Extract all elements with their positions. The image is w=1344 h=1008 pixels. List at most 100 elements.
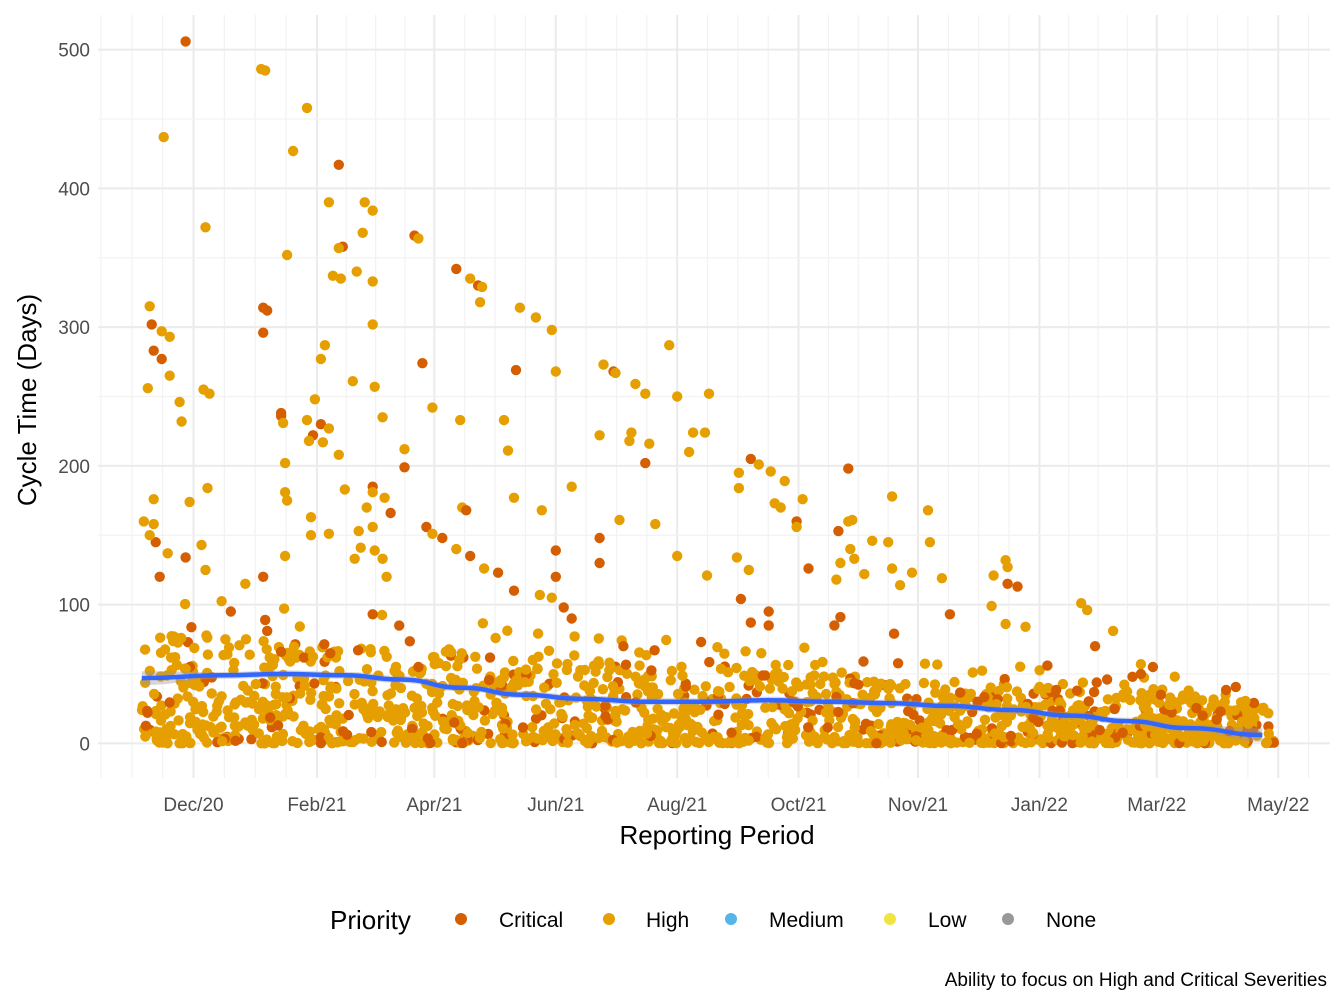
data-point bbox=[242, 697, 253, 708]
data-point bbox=[754, 681, 766, 692]
data-point bbox=[158, 131, 169, 143]
data-point bbox=[376, 726, 387, 738]
data-point bbox=[307, 651, 319, 662]
data-point bbox=[447, 698, 458, 710]
data-point bbox=[1051, 684, 1062, 696]
data-point bbox=[627, 726, 638, 738]
data-point bbox=[1263, 728, 1275, 739]
data-point bbox=[449, 717, 460, 728]
data-point bbox=[144, 530, 155, 541]
data-point bbox=[238, 680, 249, 692]
data-point bbox=[164, 331, 175, 342]
data-point bbox=[911, 694, 922, 705]
data-point bbox=[739, 717, 751, 729]
data-point bbox=[548, 669, 559, 680]
data-point bbox=[733, 482, 745, 494]
data-point bbox=[639, 674, 650, 685]
x-tick-label: Aug/21 bbox=[647, 795, 707, 816]
data-point bbox=[712, 642, 723, 653]
data-point bbox=[368, 698, 379, 710]
data-point bbox=[867, 535, 878, 546]
data-point bbox=[594, 557, 605, 569]
data-point bbox=[309, 394, 321, 405]
data-point bbox=[372, 711, 383, 723]
data-point bbox=[689, 707, 700, 718]
data-point bbox=[259, 738, 271, 749]
data-point bbox=[1057, 678, 1069, 690]
data-point bbox=[527, 654, 538, 666]
data-point bbox=[317, 437, 329, 448]
data-point bbox=[733, 467, 745, 478]
legend-item-critical: Critical bbox=[455, 909, 563, 932]
data-point bbox=[787, 726, 799, 738]
data-point bbox=[673, 719, 684, 730]
data-point bbox=[367, 487, 378, 498]
data-point bbox=[323, 528, 335, 539]
chart-caption: Ability to focus on High and Critical Se… bbox=[945, 970, 1327, 991]
legend-label-high: High bbox=[646, 909, 689, 932]
data-point bbox=[687, 427, 699, 438]
data-point bbox=[202, 482, 213, 494]
data-point bbox=[1133, 730, 1144, 741]
data-point bbox=[743, 708, 754, 720]
y-axis-ticks: 0 100 200 300 400 500 bbox=[58, 41, 90, 756]
data-point bbox=[699, 427, 711, 438]
data-point bbox=[1015, 692, 1027, 704]
data-point bbox=[230, 735, 241, 746]
data-point bbox=[361, 664, 373, 675]
data-point bbox=[180, 36, 191, 47]
x-tick-label: Feb/21 bbox=[287, 795, 346, 816]
data-point bbox=[223, 642, 235, 653]
data-point bbox=[562, 658, 573, 670]
data-point bbox=[738, 736, 749, 747]
data-point bbox=[325, 717, 337, 729]
data-point bbox=[632, 689, 643, 700]
data-point bbox=[983, 737, 994, 748]
data-point bbox=[558, 602, 569, 613]
data-point bbox=[849, 553, 860, 564]
data-point bbox=[1111, 692, 1122, 704]
data-point bbox=[508, 585, 520, 596]
data-point bbox=[1067, 730, 1079, 741]
data-point bbox=[357, 227, 368, 238]
data-point bbox=[351, 266, 362, 277]
data-point bbox=[672, 550, 683, 562]
data-point bbox=[594, 430, 605, 441]
x-axis-title: Reporting Period bbox=[619, 820, 814, 850]
data-point bbox=[609, 685, 620, 696]
data-point bbox=[886, 491, 898, 502]
data-point bbox=[731, 552, 743, 563]
data-point bbox=[253, 728, 264, 739]
data-point bbox=[479, 715, 491, 726]
data-point bbox=[208, 711, 219, 722]
data-point bbox=[701, 570, 713, 581]
y-tick-label: 400 bbox=[58, 179, 90, 200]
data-point bbox=[461, 505, 472, 516]
data-point bbox=[634, 660, 645, 671]
data-point bbox=[174, 396, 185, 408]
data-point bbox=[1208, 696, 1219, 707]
data-point bbox=[1191, 702, 1202, 714]
data-point bbox=[534, 589, 545, 601]
data-point bbox=[819, 731, 830, 742]
data-point bbox=[815, 678, 826, 690]
legend-item-high: High bbox=[603, 909, 689, 932]
data-point bbox=[361, 502, 372, 513]
data-point bbox=[719, 648, 730, 659]
data-point bbox=[1012, 581, 1023, 592]
data-point bbox=[367, 205, 378, 216]
data-point bbox=[894, 580, 906, 591]
data-point bbox=[916, 722, 928, 733]
data-point bbox=[976, 665, 988, 676]
data-point bbox=[640, 457, 651, 469]
data-point bbox=[805, 672, 816, 683]
data-point bbox=[871, 683, 883, 694]
data-point bbox=[319, 639, 330, 650]
data-point bbox=[216, 596, 227, 607]
data-point bbox=[680, 714, 692, 725]
data-point bbox=[202, 649, 214, 660]
data-point bbox=[644, 438, 655, 449]
data-point bbox=[323, 197, 335, 208]
data-point bbox=[279, 550, 291, 562]
data-point bbox=[177, 738, 188, 749]
